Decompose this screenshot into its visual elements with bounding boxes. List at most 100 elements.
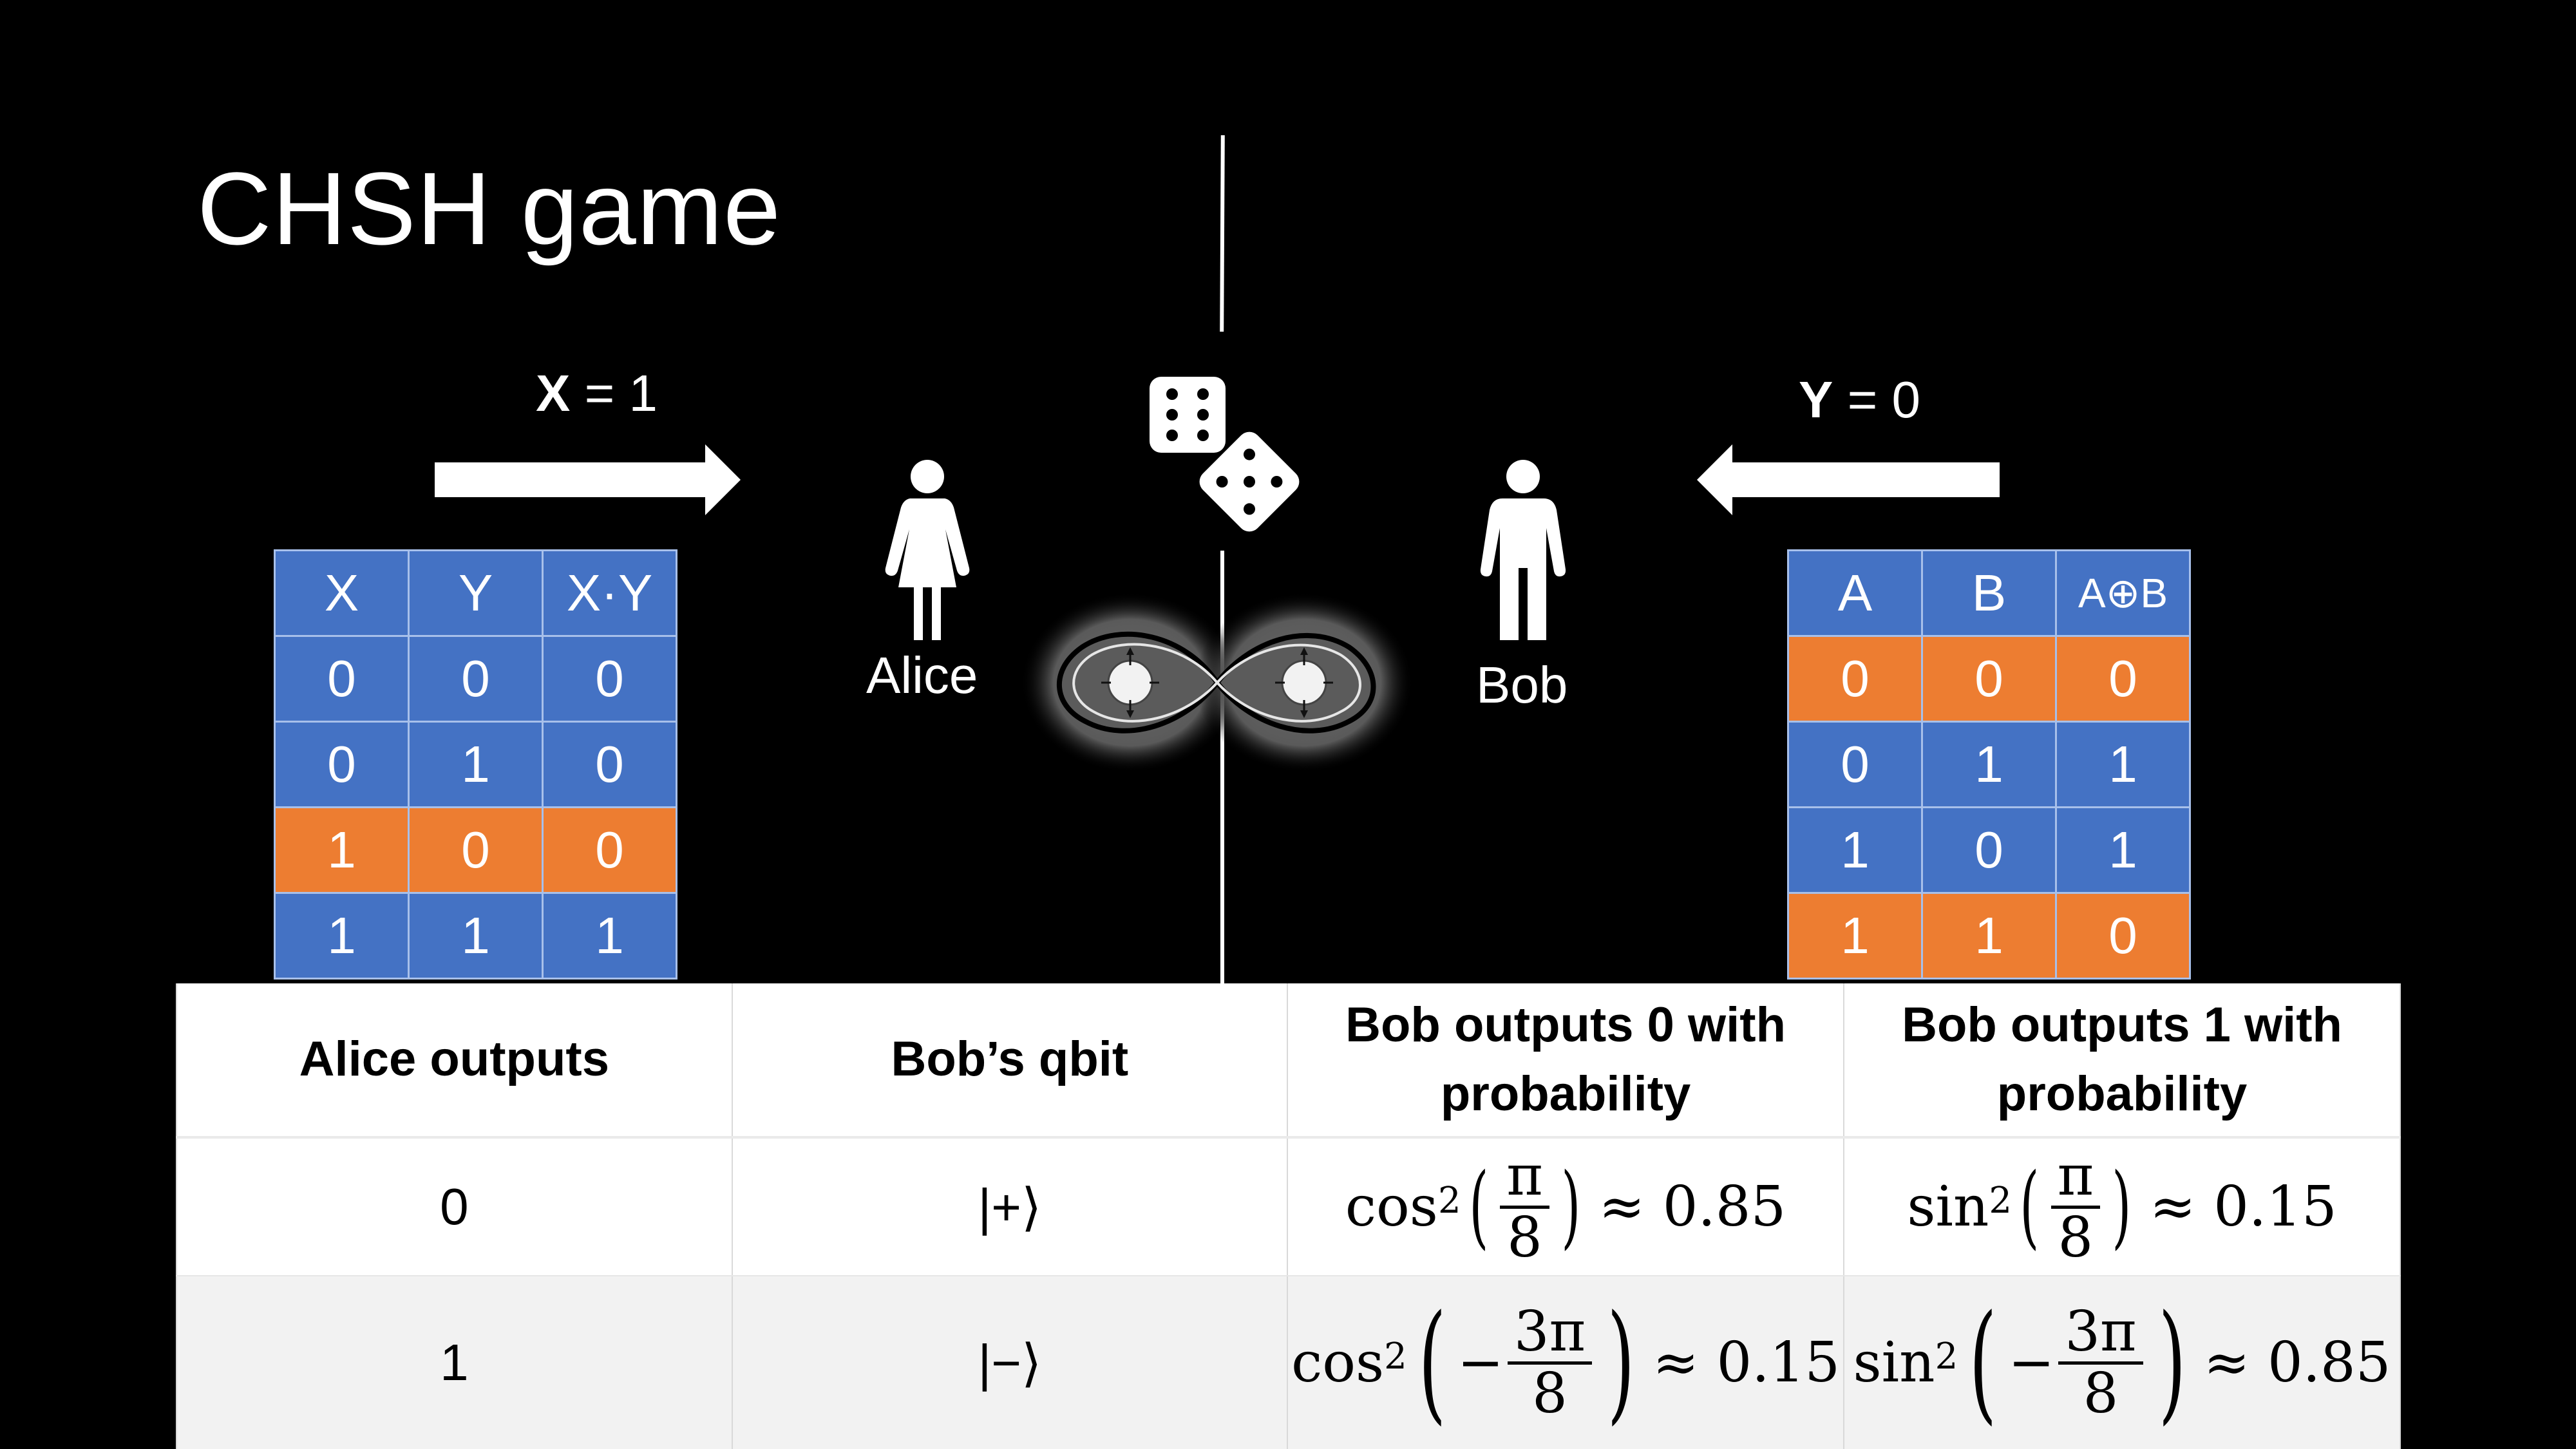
fn-name: cos	[1345, 1175, 1438, 1239]
bob-question-label: Y = 0	[1799, 370, 1920, 430]
paren-close: )	[1561, 1154, 1581, 1259]
arrow-left-icon	[1697, 444, 2000, 515]
denominator: 8	[1532, 1361, 1567, 1426]
table-cell: 0	[542, 721, 677, 808]
alice-person-icon	[885, 460, 970, 640]
fn-name: sin	[1853, 1331, 1935, 1395]
approx-value: ≈ 0.85	[2203, 1331, 2391, 1395]
table-cell: 1	[2055, 806, 2191, 894]
table-cell: 0	[408, 635, 544, 723]
header-bob-qbit: Bob’s qbit	[731, 983, 1289, 1139]
table-cell: 0	[274, 721, 410, 808]
table-row-highlighted: 1 0 0	[274, 806, 677, 894]
table-row: 1 0 1	[1787, 806, 2191, 894]
header-bob-outputs-1: Bob outputs 1 with probability	[1843, 983, 2401, 1139]
table-cell: 0	[542, 806, 677, 894]
paren-close: )	[2112, 1154, 2132, 1259]
denominator: 8	[1507, 1205, 1542, 1270]
fn-name: cos	[1291, 1331, 1385, 1395]
table-cell: 1	[274, 892, 410, 980]
numerator: π	[2050, 1147, 2101, 1209]
table-row: 0 1 1	[1787, 721, 2191, 808]
xy-header-y: Y	[408, 549, 544, 637]
fn-name: sin	[1907, 1175, 1989, 1239]
probability-header-row: Alice outputs Bob’s qbit Bob outputs 0 w…	[176, 983, 2401, 1139]
table-row: 0 1 0	[274, 721, 677, 808]
alice-output-cell: 1	[176, 1276, 733, 1449]
qbit-cell: |+⟩	[731, 1137, 1289, 1276]
table-cell: 1	[1921, 892, 2057, 980]
bob-question-var: Y	[1799, 371, 1833, 428]
exponent: 2	[1437, 1179, 1461, 1222]
alice-output-cell: 0	[176, 1137, 733, 1276]
xy-header-x: X	[274, 549, 410, 637]
header-bob-outputs-1-text: Bob outputs 1 with probability	[1902, 998, 2342, 1121]
table-row-highlighted: 0 0 0	[1787, 635, 2191, 723]
approx-value: ≈ 0.15	[2149, 1175, 2337, 1239]
denominator: 8	[2083, 1361, 2119, 1426]
fraction: 3π 8	[2058, 1303, 2143, 1423]
table-cell: 0	[1921, 635, 2057, 723]
bob-question-value: = 0	[1833, 371, 1921, 428]
table-cell: 1	[274, 806, 410, 894]
table-cell: 0	[274, 635, 410, 723]
ab-header-xor: A⊕B	[2055, 549, 2191, 637]
table-cell: 0	[408, 806, 544, 894]
table-cell: 0	[1921, 806, 2057, 894]
table-cell: 1	[408, 892, 544, 980]
table-cell: 1	[1787, 806, 1923, 894]
table-cell: 1	[1921, 721, 2057, 808]
xy-table-header-row: X Y X·Y	[274, 549, 677, 637]
table-row: 1 1 1	[274, 892, 677, 980]
fraction: 3π 8	[1507, 1303, 1593, 1426]
table-row-highlighted: 1 1 0	[1787, 892, 2191, 980]
ab-header-a: A	[1787, 549, 1923, 637]
bob-person-icon	[1480, 460, 1566, 640]
header-bob-outputs-0: Bob outputs 0 with probability	[1287, 983, 1845, 1139]
approx-value: ≈ 0.15	[1653, 1331, 1841, 1395]
table-cell: 1	[2055, 721, 2191, 808]
table-row: 1 |−⟩ cos 2 ( − 3π 8 ) ≈ 0.15 sin 2 ( − 3π 8	[176, 1276, 2401, 1449]
table-cell: 1	[542, 892, 677, 980]
bob-label: Bob	[1476, 656, 1568, 714]
exponent: 2	[1989, 1179, 2012, 1222]
table-cell: 0	[2055, 635, 2191, 723]
entangled-qubits-icon	[1021, 592, 1414, 773]
alice-question-var: X	[536, 365, 571, 422]
prob-0-formula: cos 2 ( − 3π 8 ) ≈ 0.15	[1291, 1298, 1840, 1427]
prob-1-formula: sin 2 ( − 3π 8 ) ≈ 0.85	[1853, 1298, 2391, 1427]
sign: −	[2008, 1331, 2055, 1395]
divider-top	[1220, 135, 1225, 332]
probability-table: Alice outputs Bob’s qbit Bob outputs 0 w…	[176, 983, 2401, 1449]
alice-question-label: X = 1	[536, 364, 658, 423]
alice-question-value: = 1	[570, 365, 658, 422]
alice-label: Alice	[866, 647, 978, 704]
numerator: 3π	[2058, 1303, 2143, 1365]
denominator: 8	[2058, 1205, 2094, 1270]
numerator: 3π	[1507, 1303, 1593, 1365]
qbit-cell: |−⟩	[731, 1276, 1289, 1449]
ab-header-b: B	[1921, 549, 2057, 637]
prob-0-cell: cos 2 ( − 3π 8 ) ≈ 0.15	[1287, 1276, 1845, 1449]
paren-open: (	[2020, 1154, 2040, 1259]
numerator: π	[1500, 1147, 1549, 1209]
sign: −	[1457, 1331, 1504, 1395]
exponent: 2	[1384, 1335, 1407, 1378]
paren-open: (	[1468, 1154, 1488, 1259]
table-row: 0 0 0	[274, 635, 677, 723]
header-alice-outputs: Alice outputs	[176, 983, 733, 1139]
arrow-right-icon	[435, 444, 741, 515]
slide-title: CHSH game	[197, 151, 782, 266]
ab-table-header-row: A B A⊕B	[1787, 549, 2191, 637]
prob-1-cell: sin 2 ( − 3π 8 ) ≈ 0.85	[1843, 1276, 2401, 1449]
xy-truth-table: X Y X·Y 0 0 0 0 1 0 1 0 0 1 1 1	[274, 549, 677, 980]
paren-close: )	[2158, 1287, 2186, 1437]
exponent: 2	[1935, 1335, 1958, 1378]
